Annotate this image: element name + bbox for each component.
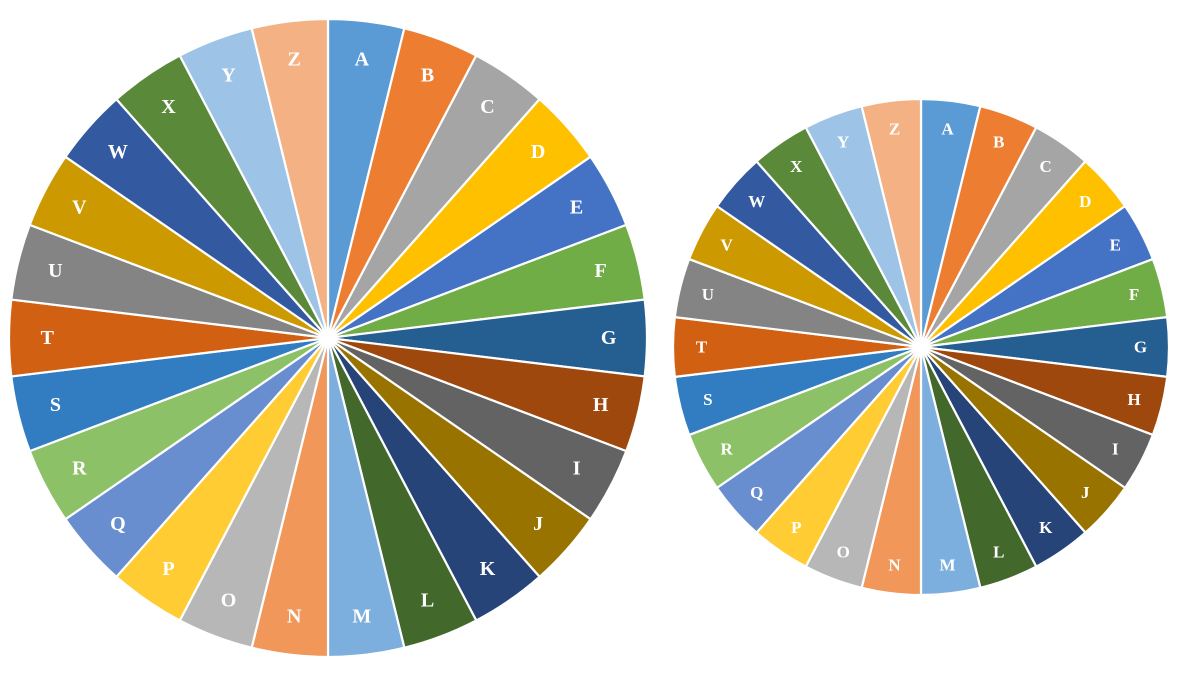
slice-label-q: Q bbox=[750, 483, 763, 502]
slice-label-l: L bbox=[993, 543, 1004, 562]
slice-label-n: N bbox=[888, 555, 901, 574]
slice-label-g: G bbox=[1134, 338, 1147, 357]
slice-label-j: J bbox=[1081, 483, 1090, 502]
small-pie-chart: A B C D E F G H I J K L M N O P Q R S T U V W X Y Z bbox=[671, 97, 1171, 597]
slice-label-b: B bbox=[421, 65, 434, 87]
slice-label-l: L bbox=[421, 590, 434, 612]
slice-label-r: R bbox=[721, 440, 734, 459]
slice-label-a: A bbox=[941, 120, 954, 139]
slice-label-w: W bbox=[748, 192, 765, 211]
slice-label-p: P bbox=[791, 518, 801, 537]
slice-label-v: V bbox=[721, 236, 734, 255]
slice-label-o: O bbox=[837, 543, 850, 562]
slice-label-h: H bbox=[1127, 390, 1140, 409]
slice-label-q: Q bbox=[110, 513, 126, 535]
slice-label-w: W bbox=[108, 141, 128, 163]
slice-label-f: F bbox=[1129, 285, 1139, 304]
slice-label-s: S bbox=[50, 394, 61, 416]
slice-label-y: Y bbox=[837, 132, 849, 151]
slice-label-u: U bbox=[702, 285, 714, 304]
slice-label-m: M bbox=[352, 606, 371, 628]
slice-label-t: T bbox=[41, 327, 55, 349]
slice-label-p: P bbox=[162, 558, 174, 580]
slice-label-c: C bbox=[480, 96, 494, 118]
slice-label-z: Z bbox=[288, 48, 301, 70]
slice-label-u: U bbox=[48, 260, 62, 282]
slice-label-d: D bbox=[531, 141, 545, 163]
slice-label-z: Z bbox=[889, 120, 900, 139]
slice-label-b: B bbox=[993, 132, 1004, 151]
large-pie-chart: A B C D E F G H I J K L M N O P Q R S T U V W X Y Z bbox=[7, 17, 649, 659]
slice-label-n: N bbox=[287, 606, 302, 628]
slice-label-j: J bbox=[533, 513, 543, 535]
slice-label-e: E bbox=[1110, 236, 1121, 255]
slice-label-g: G bbox=[601, 327, 617, 349]
slice-label-m: M bbox=[939, 555, 955, 574]
slice-label-i: I bbox=[1112, 440, 1119, 459]
slice-label-y: Y bbox=[221, 65, 236, 87]
slice-label-a: A bbox=[355, 48, 370, 70]
slice-label-h: H bbox=[593, 394, 609, 416]
slice-label-r: R bbox=[72, 458, 87, 480]
slice-z bbox=[250, 17, 330, 340]
slice-label-f: F bbox=[594, 260, 606, 282]
slice-label-i: I bbox=[573, 458, 581, 480]
slice-label-o: O bbox=[221, 590, 237, 612]
slice-label-c: C bbox=[1040, 157, 1052, 176]
slice-label-s: S bbox=[703, 390, 712, 409]
slice-label-d: D bbox=[1079, 192, 1091, 211]
slice-label-e: E bbox=[570, 197, 583, 219]
slice-label-t: T bbox=[696, 338, 708, 357]
slice-label-k: K bbox=[1039, 518, 1053, 537]
slice-label-x: X bbox=[790, 157, 803, 176]
slice-z bbox=[860, 97, 923, 349]
slice-label-v: V bbox=[72, 197, 87, 219]
slice-label-x: X bbox=[161, 96, 176, 118]
slice-label-k: K bbox=[480, 558, 496, 580]
